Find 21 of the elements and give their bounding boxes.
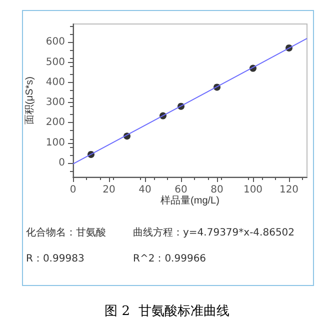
x-tick-label: 60 — [174, 184, 188, 196]
text: 曲线方程：y=4.79379*x-4.86502 — [133, 226, 295, 238]
x-tick-label: 120 — [279, 184, 299, 196]
y-tick-label: 200 — [46, 117, 65, 128]
y-tick-label: 400 — [46, 76, 65, 88]
y-tick-label: 500 — [46, 56, 65, 68]
y-tick-label: 600 — [46, 36, 65, 48]
text: 化合物名：甘氨酸 — [26, 226, 106, 238]
text: R：0.99983 — [26, 254, 84, 264]
text: R^2：0.99966 — [133, 254, 206, 264]
y-tick-label: 0 — [58, 157, 65, 168]
x-tick-label: 100 — [243, 184, 263, 196]
text: 图 2 甘氨酸标准曲线 — [104, 304, 230, 319]
x-axis-title: 样品量(mg/L) — [160, 194, 220, 206]
x-tick-label: 40 — [138, 184, 152, 196]
y-tick-label: 300 — [46, 97, 65, 108]
x-tick-label: 0 — [70, 184, 76, 196]
y-tick-label: 100 — [46, 137, 65, 148]
x-tick-label: 20 — [102, 184, 116, 196]
x-tick-label: 80 — [210, 184, 224, 196]
y-axis-title: 面积(μS*s) — [24, 76, 36, 124]
